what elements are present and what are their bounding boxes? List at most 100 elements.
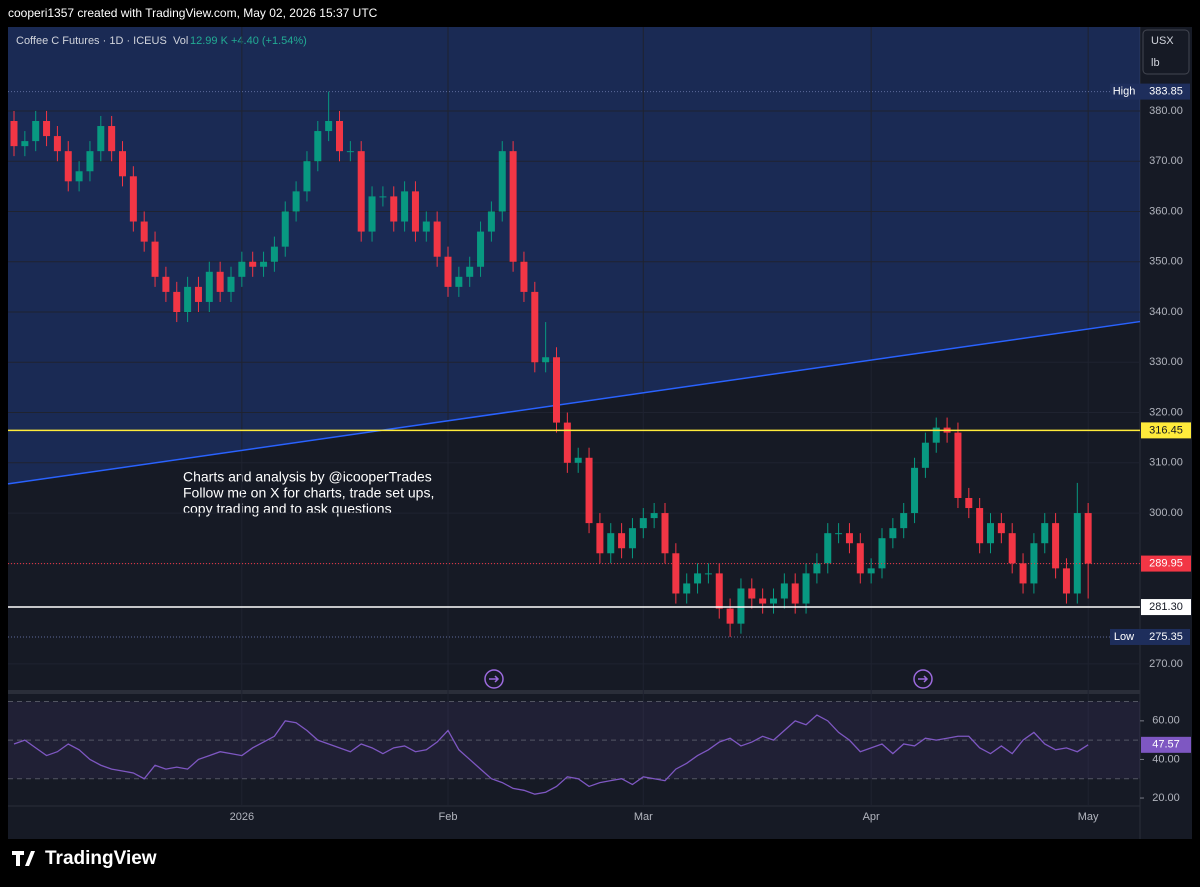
candle-body xyxy=(194,286,202,302)
high-label: High xyxy=(1113,85,1136,97)
y-tick-label: 360.00 xyxy=(1149,205,1183,217)
candle-body xyxy=(477,231,485,267)
candle-body xyxy=(260,261,268,267)
candle-body xyxy=(748,588,756,599)
candle-body xyxy=(531,291,539,363)
volume: 12.99 K xyxy=(190,35,229,47)
level-tag xyxy=(1141,422,1191,439)
candle-body xyxy=(770,598,777,604)
candle-body xyxy=(813,563,821,574)
candle-body xyxy=(1008,533,1016,564)
y-tick-label: 380.00 xyxy=(1149,105,1183,117)
y-tick-label: 310.00 xyxy=(1149,457,1183,469)
event-icon[interactable] xyxy=(913,669,933,689)
x-tick-label: Apr xyxy=(863,811,880,823)
candle-body xyxy=(292,191,300,212)
currency: USX xyxy=(1151,35,1174,47)
candle-body xyxy=(336,120,343,152)
candle-body xyxy=(1052,523,1060,569)
level-tag xyxy=(1141,599,1191,616)
candle-body xyxy=(878,538,886,569)
candle-body xyxy=(867,568,875,574)
candle-body xyxy=(672,553,680,594)
unit-box[interactable] xyxy=(1142,29,1190,75)
candle-body xyxy=(596,523,604,554)
annotation-line: Charts and analysis by @icooperTrades xyxy=(183,469,432,485)
high-tag xyxy=(1110,83,1190,100)
candle-body xyxy=(75,171,83,182)
rsi-value: 47.57 xyxy=(1152,739,1180,751)
candle-body xyxy=(921,442,929,468)
candle-body xyxy=(433,221,441,257)
symbol-title: Coffee C Futures · 1D · ICEUS xyxy=(16,35,167,47)
candle-body xyxy=(390,196,398,222)
candle-body xyxy=(1062,568,1070,594)
candle-body xyxy=(932,427,940,443)
unit: lb xyxy=(1151,57,1160,69)
candle-body xyxy=(281,211,289,247)
rsi-band-zone xyxy=(8,701,1140,779)
candle-body xyxy=(1019,563,1027,584)
candle-body xyxy=(422,221,430,232)
trend-line xyxy=(7,320,1141,485)
candle-body xyxy=(314,131,322,162)
candle-body xyxy=(1084,513,1092,564)
trend-zone xyxy=(8,27,1140,484)
candle-body xyxy=(444,256,452,287)
candle-body xyxy=(715,573,723,609)
candle-body xyxy=(498,151,506,212)
y-tick-label: 340.00 xyxy=(1149,306,1183,318)
y-tick-label: 370.00 xyxy=(1149,155,1183,167)
candle-body xyxy=(466,266,474,277)
high-value: 383.85 xyxy=(1149,85,1183,97)
candle-body xyxy=(780,583,788,599)
candle-body xyxy=(802,573,810,604)
candle-body xyxy=(32,120,40,142)
rsi-tick-label: 40.00 xyxy=(1152,753,1180,765)
candle-body xyxy=(835,533,843,535)
level-label: 316.45 xyxy=(1149,424,1183,436)
low-value: 275.35 xyxy=(1149,631,1183,643)
candle-body xyxy=(270,246,278,262)
candle-body xyxy=(628,528,636,549)
candle-body xyxy=(954,432,962,498)
candle-body xyxy=(216,271,224,292)
logo-mark xyxy=(12,851,35,866)
candle-body xyxy=(325,120,333,132)
candle-body xyxy=(987,523,994,544)
candle-body xyxy=(53,136,61,152)
candle-body xyxy=(97,126,105,152)
event-icon[interactable] xyxy=(484,669,504,689)
rsi-tag xyxy=(1141,736,1191,753)
candle-body xyxy=(997,523,1005,534)
candle-body xyxy=(845,533,853,544)
header: cooperi1357 created with TradingView.com… xyxy=(8,6,378,20)
candle-body xyxy=(585,457,593,524)
candle-body xyxy=(726,608,734,624)
candle-body xyxy=(151,241,159,277)
candle-body xyxy=(1073,513,1081,594)
candle-body xyxy=(650,513,658,519)
candle-body xyxy=(129,176,137,222)
chart-panel xyxy=(8,27,1192,839)
rsi-tick-label: 60.00 xyxy=(1152,715,1180,727)
x-tick-label: 2026 xyxy=(230,811,254,823)
change: +4.40 (+1.54%) xyxy=(231,35,307,47)
candle-body xyxy=(683,583,691,594)
candle-body xyxy=(542,357,550,363)
candle-body xyxy=(43,120,51,137)
candle-body xyxy=(227,276,235,292)
y-tick-label: 320.00 xyxy=(1149,406,1183,418)
candle-body xyxy=(889,528,897,539)
rsi-line xyxy=(13,714,1089,795)
y-tick-label: 300.00 xyxy=(1149,507,1183,519)
candle-body xyxy=(520,261,528,292)
last-price-label: 289.95 xyxy=(1149,557,1183,569)
annotation-line: copy trading and to ask questions xyxy=(183,501,392,517)
candle-body xyxy=(411,191,419,232)
x-tick-label: Feb xyxy=(439,811,458,823)
candle-body xyxy=(487,211,495,232)
brand: TradingView xyxy=(45,848,157,869)
candle-body xyxy=(401,191,409,222)
